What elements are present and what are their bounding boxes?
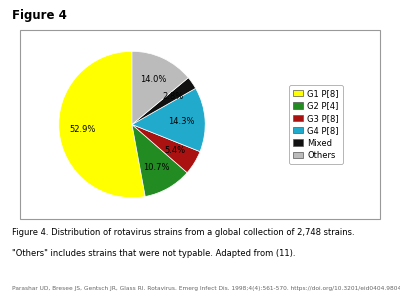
Text: 10.7%: 10.7%: [143, 163, 170, 172]
Text: "Others" includes strains that were not typable. Adapted from (11).: "Others" includes strains that were not …: [12, 249, 296, 258]
Wedge shape: [132, 78, 196, 124]
Text: Figure 4: Figure 4: [12, 9, 67, 22]
Wedge shape: [132, 51, 188, 124]
Text: 5.4%: 5.4%: [164, 146, 185, 155]
Text: Figure 4. Distribution of rotavirus strains from a global collection of 2,748 st: Figure 4. Distribution of rotavirus stra…: [12, 228, 355, 237]
Wedge shape: [132, 88, 205, 152]
Wedge shape: [59, 51, 145, 198]
Wedge shape: [132, 124, 200, 173]
Text: 14.0%: 14.0%: [140, 75, 166, 84]
Text: Parashar UD, Bresee JS, Gentsch JR, Glass RI. Rotavirus. Emerg Infect Dis. 1998;: Parashar UD, Bresee JS, Gentsch JR, Glas…: [12, 286, 400, 291]
Text: 52.9%: 52.9%: [69, 124, 96, 134]
Wedge shape: [132, 124, 187, 196]
Text: 2.8%: 2.8%: [162, 92, 184, 101]
Legend: G1 P[8], G2 P[4], G3 P[8], G4 P[8], Mixed, Others: G1 P[8], G2 P[4], G3 P[8], G4 P[8], Mixe…: [289, 85, 343, 164]
Text: 14.3%: 14.3%: [168, 117, 195, 126]
